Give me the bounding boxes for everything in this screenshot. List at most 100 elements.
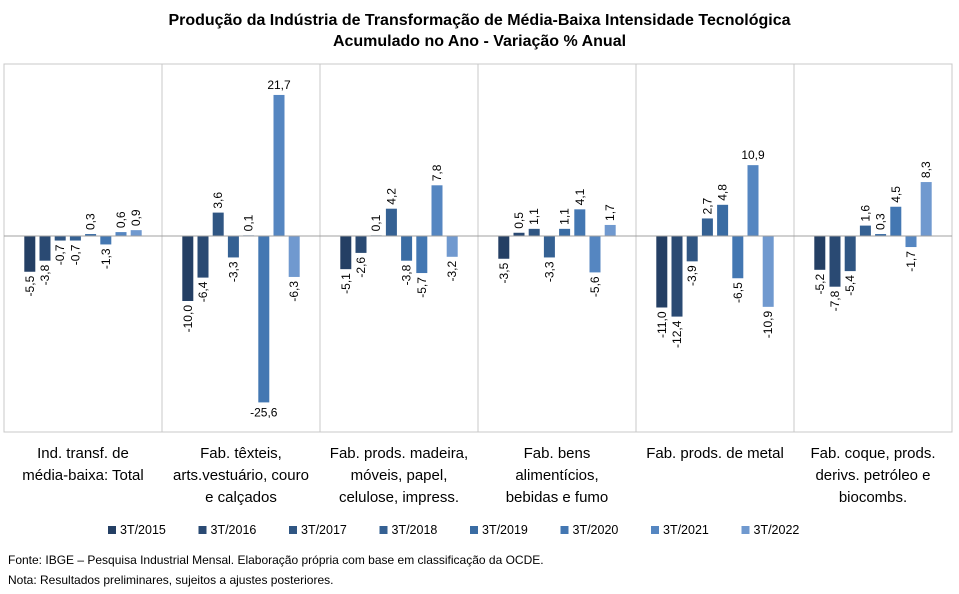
bar-3T-2017-cat1 [54, 236, 66, 241]
bar-3T-2016-cat4 [513, 232, 525, 236]
data-label: -25,6 [250, 405, 278, 419]
data-label: -3,8 [38, 264, 52, 285]
data-label: 0,6 [114, 211, 128, 228]
data-label: 0,5 [512, 212, 526, 229]
bar-3T-2017-cat6 [844, 236, 856, 272]
bar-3T-2021-cat5 [747, 165, 759, 236]
legend-swatch [560, 526, 569, 534]
bar-3T-2018-cat3 [385, 208, 397, 236]
data-label: -3,2 [445, 260, 459, 281]
data-label: 4,5 [889, 186, 903, 203]
data-label: 2,7 [700, 197, 714, 214]
bar-3T-2021-cat1 [115, 232, 127, 236]
bar-3T-2018-cat1 [69, 236, 81, 241]
data-label: 0,3 [874, 213, 888, 230]
legend-swatch [470, 526, 478, 534]
data-label: -3,3 [542, 261, 556, 282]
category-label: alimentícios, [515, 467, 598, 484]
data-label: 0,1 [242, 214, 256, 231]
data-label: -3,3 [226, 261, 240, 282]
bar-3T-2018-cat2 [227, 236, 239, 258]
data-label: -0,7 [53, 244, 67, 265]
category-label: derivs. petróleo e [815, 467, 930, 484]
bar-3T-2015-cat4 [498, 236, 510, 259]
data-label: -5,4 [843, 275, 857, 296]
legend-label: 3T/2019 [482, 523, 528, 537]
data-label: 4,1 [573, 188, 587, 205]
bar-3T-2022-cat2 [288, 236, 300, 277]
data-label: 7,8 [430, 164, 444, 181]
bar-3T-2022-cat6 [920, 182, 932, 236]
bar-3T-2020-cat3 [416, 236, 428, 274]
legend-label: 3T/2018 [392, 523, 438, 537]
data-label: -6,5 [731, 282, 745, 303]
data-label: -5,5 [23, 275, 37, 296]
bar-3T-2020-cat6 [890, 206, 902, 236]
legend-swatch [108, 526, 116, 534]
legend-label: 3T/2017 [301, 523, 347, 537]
legend-label: 3T/2022 [754, 523, 800, 537]
data-label: -2,6 [354, 257, 368, 278]
data-label: -11,0 [655, 311, 669, 338]
bar-3T-2018-cat4 [543, 236, 555, 258]
data-label: 1,1 [558, 208, 572, 225]
data-label: -5,6 [588, 276, 602, 297]
legend-label: 3T/2020 [573, 523, 619, 537]
category-label: média-baixa: Total [22, 467, 143, 484]
data-label: -5,7 [415, 277, 429, 298]
bar-3T-2015-cat2 [182, 236, 194, 301]
chart-title-block: Produção da Indústria de Transformação d… [0, 10, 959, 52]
bar-3T-2020-cat2 [258, 236, 270, 403]
data-label: -6,4 [196, 281, 210, 302]
bar-3T-2021-cat3 [431, 185, 443, 236]
chart-subtitle: Acumulado no Ano - Variação % Anual [332, 33, 627, 50]
data-label: 4,8 [716, 184, 730, 201]
legend-label: 3T/2016 [211, 523, 257, 537]
bar-3T-2016-cat5 [671, 236, 683, 317]
category-label: e calçados [205, 489, 277, 506]
category-label: Fab. coque, prods. [810, 445, 935, 462]
legend-label: 3T/2015 [120, 523, 166, 537]
bar-3T-2022-cat3 [446, 236, 458, 257]
data-label: -5,2 [813, 273, 827, 294]
category-label: móveis, papel, [351, 467, 448, 484]
bar-3T-2016-cat6 [829, 236, 841, 287]
bar-3T-2016-cat2 [197, 236, 209, 278]
bar-3T-2021-cat4 [589, 236, 601, 273]
bar-3T-2022-cat4 [604, 224, 616, 236]
bar-3T-2020-cat5 [732, 236, 744, 279]
category-label: bebidas e fumo [506, 489, 609, 506]
bar-3T-2020-cat1 [100, 236, 112, 245]
bar-3T-2017-cat5 [686, 236, 698, 262]
bar-3T-2015-cat6 [814, 236, 826, 270]
data-label: 3,6 [211, 192, 225, 209]
data-label: 1,7 [603, 204, 617, 221]
legend-swatch [289, 526, 297, 534]
data-label: -6,3 [287, 281, 301, 302]
bar-3T-2018-cat6 [859, 225, 871, 236]
data-label: -1,3 [99, 248, 113, 269]
data-label: 1,1 [527, 208, 541, 225]
data-label: 10,9 [741, 148, 765, 162]
category-label: Ind. transf. de [37, 445, 129, 462]
data-label: -3,5 [497, 262, 511, 283]
bar-3T-2015-cat5 [656, 236, 668, 308]
data-label: -7,8 [828, 290, 842, 311]
bar-3T-2019-cat3 [401, 236, 413, 261]
legend-label: 3T/2021 [663, 523, 709, 537]
category-label: Fab. bens [524, 445, 591, 462]
data-label: -0,7 [68, 244, 82, 265]
bar-3T-2015-cat3 [340, 236, 352, 270]
bar-3T-2019-cat6 [875, 234, 887, 236]
bar-3T-2022-cat5 [762, 236, 774, 307]
bar-chart: -5,5 -10,0 -5,1 -3,5 -11,0 -5,2 -3,8 -6,4 -2,6 0,… [3, 63, 953, 537]
bar-3T-2016-cat1 [39, 236, 51, 261]
data-label: -10,0 [181, 305, 195, 333]
data-label: 0,1 [369, 214, 383, 231]
data-label: 0,3 [84, 213, 98, 230]
data-label: 4,2 [384, 188, 398, 205]
data-label: 21,7 [267, 78, 291, 92]
data-label: -1,7 [904, 251, 918, 272]
legend-swatch [379, 526, 388, 534]
legend-swatch [198, 526, 207, 534]
